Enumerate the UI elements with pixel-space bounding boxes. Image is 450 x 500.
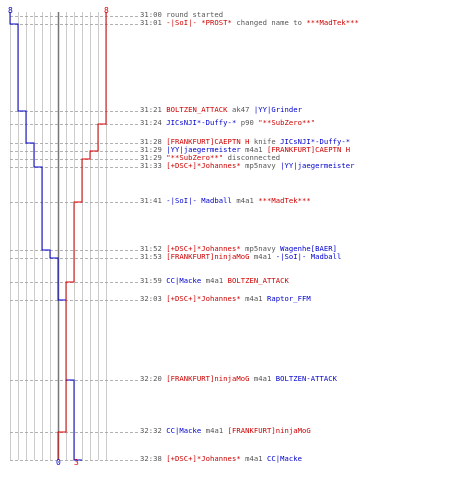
event-text: [FRANKFURT]ninjaMoG xyxy=(166,252,250,261)
blue-bottom-count: 0 xyxy=(56,458,61,467)
event-row: 31:28 [FRANKFURT]CAEPTN H knife JICsNJI*… xyxy=(140,138,350,146)
event-text: [+DSC+]*Johannes* xyxy=(166,244,241,253)
event-time: 32:38 xyxy=(140,454,162,463)
event-text: m4a1 xyxy=(201,426,228,435)
event-text: BOLTZEN-ATTACK xyxy=(275,374,337,383)
event-text: CC|Macke xyxy=(266,454,302,463)
event-row: 32:38 [+DSC+]*Johannes* m4a1 CC|Macke xyxy=(140,455,302,463)
event-row: 31:24 JICsNJI*-Duffy-* p90 "**SubZero**" xyxy=(140,119,315,127)
event-text: [+DSC+]*Johannes* xyxy=(166,161,241,170)
event-time: 31:33 xyxy=(140,161,162,170)
event-text: "**SubZero**" xyxy=(258,118,316,127)
red-team-step-line xyxy=(57,12,107,460)
event-row: 31:59 CC|Macke m4a1 BOLTZEN_ATTACK xyxy=(140,277,289,285)
right-top-count: 8 xyxy=(104,6,109,15)
event-row: 31:52 [+DSC+]*Johannes* mp5navy Wagenhe[… xyxy=(140,245,337,253)
event-text: ***MadTek*** xyxy=(258,196,311,205)
event-time: 31:59 xyxy=(140,276,162,285)
event-time: 32:32 xyxy=(140,426,162,435)
event-row: 31:29 |YY|jaegermeister m4a1 [FRANKFURT]… xyxy=(140,146,350,154)
event-text: m4a1 xyxy=(240,145,267,154)
event-time: 31:29 xyxy=(140,153,162,162)
event-row: 31:33 [+DSC+]*Johannes* mp5navy |YY|jaeg… xyxy=(140,162,355,170)
event-text: -|SoI|- Madball xyxy=(166,196,232,205)
event-text: -|SoI|- *PROST* xyxy=(166,18,232,27)
event-time: 31:28 xyxy=(140,137,162,146)
event-time: 32:03 xyxy=(140,294,162,303)
event-row: 31:00 round started xyxy=(140,11,223,19)
event-text: CC|Macke xyxy=(166,426,202,435)
event-time: 31:53 xyxy=(140,252,162,261)
event-text: m4a1 xyxy=(240,454,267,463)
event-text: |YY|jaegermeister xyxy=(280,161,355,170)
event-time: 31:52 xyxy=(140,244,162,253)
event-time: 32:20 xyxy=(140,374,162,383)
event-text: |YY|Grinder xyxy=(253,105,302,114)
event-text: m4a1 xyxy=(249,374,276,383)
event-text: -|SoI|- Madball xyxy=(275,252,342,261)
event-text: [FRANKFURT]CAEPTN H xyxy=(266,145,351,154)
event-text: m4a1 xyxy=(201,276,228,285)
event-text: disconnected xyxy=(223,153,281,162)
event-time: 31:29 xyxy=(140,145,162,154)
event-time: 31:41 xyxy=(140,196,162,205)
event-time: 31:21 xyxy=(140,105,162,114)
event-text: ak47 xyxy=(227,105,254,114)
event-row: 32:20 [FRANKFURT]ninjaMoG m4a1 BOLTZEN-A… xyxy=(140,375,337,383)
event-time: 31:00 xyxy=(140,10,162,19)
event-text: JICsNJI*-Duffy-* xyxy=(166,118,237,127)
event-row: 31:29 "**SubZero**" disconnected xyxy=(140,154,280,162)
event-text: [+DSC+]*Johannes* xyxy=(166,294,241,303)
event-text: JICsNJI*-Duffy-* xyxy=(280,137,351,146)
red-bottom-count: 3 xyxy=(74,458,79,467)
event-text: "**SubZero**" xyxy=(166,153,224,162)
event-text: BOLTZEN_ATTACK xyxy=(166,105,228,114)
event-text: round started xyxy=(166,10,224,19)
event-text: Raptor_FFM xyxy=(266,294,311,303)
event-row: 31:01 -|SoI|- *PROST* changed name to **… xyxy=(140,19,359,27)
event-text: |YY|jaegermeister xyxy=(166,145,241,154)
event-text: m4a1 xyxy=(240,294,267,303)
event-text: changed name to xyxy=(231,18,307,27)
event-text: p90 xyxy=(236,118,259,127)
event-row: 31:53 [FRANKFURT]ninjaMoG m4a1 -|SoI|- M… xyxy=(140,253,341,261)
event-text: CC|Macke xyxy=(166,276,202,285)
event-row: 31:21 BOLTZEN_ATTACK ak47 |YY|Grinder xyxy=(140,106,302,114)
event-text: [FRANKFURT]CAEPTN H xyxy=(166,137,250,146)
event-row: 32:32 CC|Macke m4a1 [FRANKFURT]ninjaMoG xyxy=(140,427,311,435)
event-time: 31:24 xyxy=(140,118,162,127)
event-row: 31:41 -|SoI|- Madball m4a1 ***MadTek*** xyxy=(140,197,311,205)
event-text: knife xyxy=(249,137,281,146)
event-time: 31:01 xyxy=(140,18,162,27)
event-text: m4a1 xyxy=(249,252,276,261)
event-text: [FRANKFURT]ninjaMoG xyxy=(227,426,311,435)
event-text: [FRANKFURT]ninjaMoG xyxy=(166,374,250,383)
event-text: m4a1 xyxy=(231,196,259,205)
left-top-count: 8 xyxy=(8,6,13,15)
event-row: 32:03 [+DSC+]*Johannes* m4a1 Raptor_FFM xyxy=(140,295,311,303)
event-text: mp5navy xyxy=(240,244,281,253)
event-text: Wagenhe[BAER] xyxy=(280,244,338,253)
event-text: mp5navy xyxy=(240,161,281,170)
event-text: BOLTZEN_ATTACK xyxy=(227,276,289,285)
event-text: [+DSC+]*Johannes* xyxy=(166,454,241,463)
event-text: ***MadTek*** xyxy=(306,18,359,27)
